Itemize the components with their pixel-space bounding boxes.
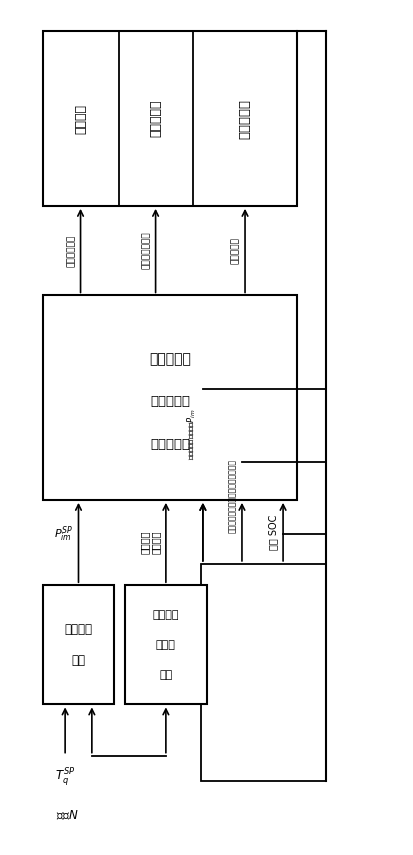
Text: 装置: 装置 (159, 669, 172, 680)
Bar (200, 563, 325, 781)
Text: （基于协调: （基于协调 (150, 395, 190, 409)
Text: 汽油发动机: 汽油发动机 (238, 98, 251, 139)
Text: 废气旁通阀开度: 废气旁通阀开度 (141, 232, 150, 269)
Bar (124, 585, 206, 705)
Text: 协调控制器: 协调控制器 (149, 352, 190, 366)
Text: 期望扭矩: 期望扭矩 (64, 623, 92, 636)
Text: 控制规则）: 控制规则） (150, 438, 190, 451)
Text: 节气门开度: 节气门开度 (230, 237, 240, 264)
Bar (43, 296, 297, 500)
Text: 实际的节气门开度、废气旁通阀开度: 实际的节气门开度、废气旁通阀开度 (228, 458, 237, 533)
Text: 压缩机背: 压缩机背 (152, 610, 179, 620)
Text: 电池 SOC: 电池 SOC (268, 514, 278, 550)
Text: $T_q^{SP}$: $T_q^{SP}$ (55, 766, 75, 788)
Text: 电机控制信号: 电机控制信号 (66, 234, 76, 267)
Text: 涡轮增压器: 涡轮增压器 (149, 100, 162, 138)
Text: 压限制: 压限制 (156, 640, 176, 650)
Bar (43, 585, 114, 705)
Text: 压缩机背
压限制值: 压缩机背 压限制值 (139, 531, 161, 554)
Text: $P_{im}^{SP}$: $P_{im}^{SP}$ (55, 524, 74, 544)
Bar (43, 32, 297, 206)
Text: 实际进气支管压强值$P_{im}$: 实际进气支管压强值$P_{im}$ (185, 408, 197, 460)
Text: 转化: 转化 (71, 654, 85, 667)
Text: 转速$N$: 转速$N$ (56, 809, 78, 822)
Text: 高速电机: 高速电机 (74, 103, 87, 133)
